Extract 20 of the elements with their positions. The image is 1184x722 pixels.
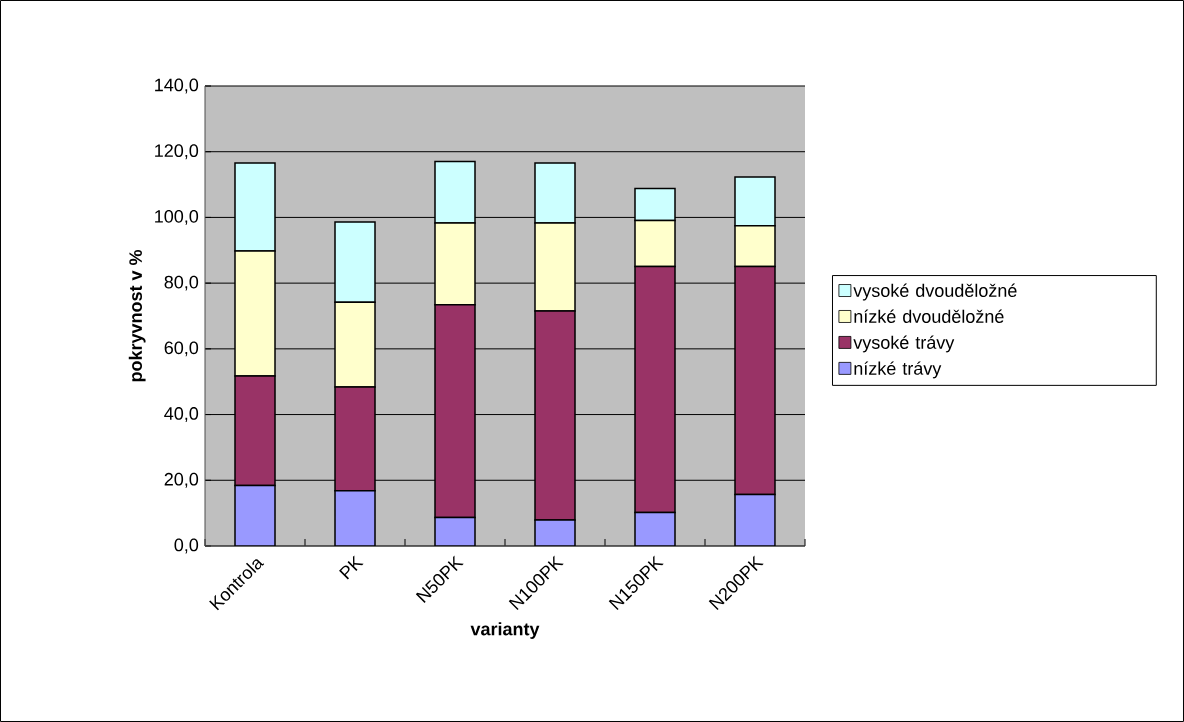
x-tick-label: PK xyxy=(339,555,364,580)
y-axis-title: pokryvnost v % xyxy=(128,249,146,382)
bar xyxy=(334,490,376,546)
legend-label: vysoké trávy xyxy=(853,335,955,353)
y-tick-label: 100,0 xyxy=(155,209,199,225)
y-tick-label: 20,0 xyxy=(164,472,199,488)
y-tick-label: 0,0 xyxy=(174,538,199,554)
legend-label: nízké trávy xyxy=(854,361,942,379)
y-tick-label: 40,0 xyxy=(164,407,199,422)
y-tick-label: 120,0 xyxy=(155,144,199,160)
x-axis-title: varianty xyxy=(470,622,540,639)
bar xyxy=(634,511,676,546)
legend-label: vysoké dvouděložné xyxy=(853,283,1017,301)
bar xyxy=(434,516,476,546)
y-tick-label: 80,0 xyxy=(164,275,199,291)
bar xyxy=(734,493,776,546)
legend-label: nízké dvouděložné xyxy=(854,309,1004,323)
y-tick-label: 60,0 xyxy=(164,341,199,357)
bar xyxy=(234,484,276,546)
y-tick-label: 140,0 xyxy=(155,78,199,94)
